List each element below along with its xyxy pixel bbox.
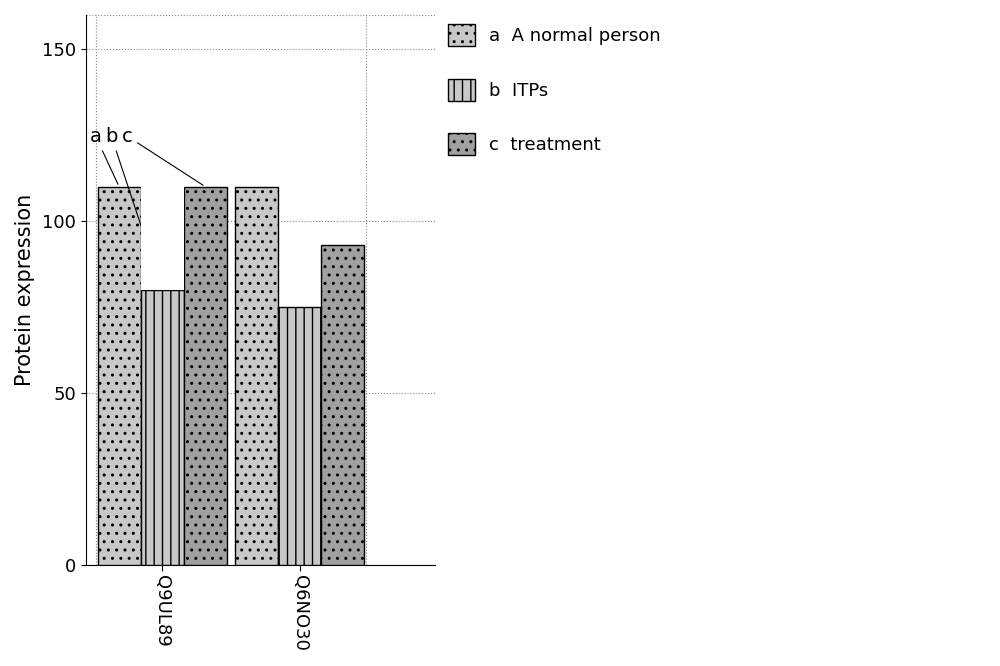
Bar: [321, 245, 364, 565]
Text: c: c: [122, 127, 203, 185]
Bar: [141, 186, 184, 290]
Y-axis label: Protein expression: Protein expression: [15, 194, 35, 386]
Text: a: a: [90, 127, 118, 184]
Bar: [278, 307, 321, 565]
Legend: a  A normal person, b  ITPs, c  treatment: a A normal person, b ITPs, c treatment: [448, 24, 661, 155]
Bar: [235, 186, 278, 565]
Bar: [98, 186, 141, 565]
Text: b: b: [105, 127, 161, 287]
Bar: [141, 290, 184, 565]
Bar: [184, 186, 227, 565]
